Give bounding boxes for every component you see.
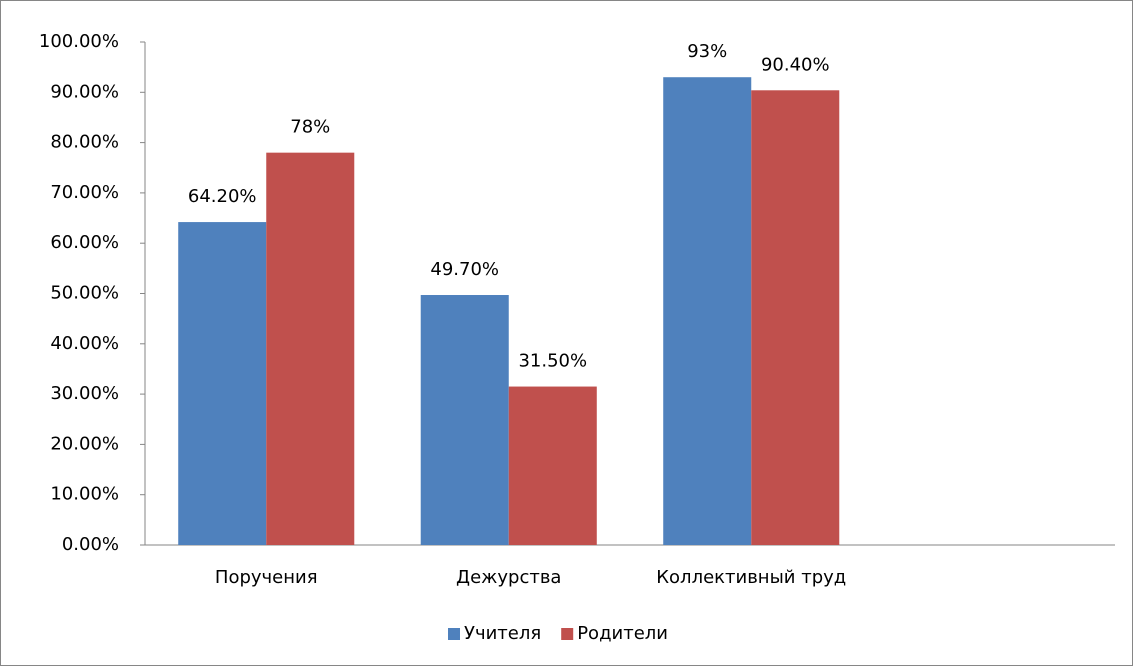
x-tick-label: Поручения (215, 567, 318, 588)
bar (751, 90, 840, 546)
y-tick-label: 30.00% (50, 383, 119, 404)
y-tick-label: 20.00% (50, 433, 119, 454)
y-tick-label: 80.00% (50, 132, 119, 153)
legend-swatch (561, 628, 574, 640)
legend-label: Учителя (464, 623, 541, 644)
bar (266, 152, 355, 545)
data-label: 64.20% (188, 186, 257, 207)
data-label: 90.40% (761, 54, 830, 75)
bar (508, 386, 597, 545)
x-tick-label: Дежурства (456, 567, 561, 588)
bar (420, 295, 509, 545)
y-tick-label: 60.00% (50, 232, 119, 253)
y-tick-label: 10.00% (50, 484, 119, 505)
y-tick-label: 90.00% (50, 81, 119, 102)
data-label: 31.50% (518, 351, 587, 372)
legend-label: Родители (577, 623, 668, 644)
bar (178, 222, 267, 545)
legend-swatch (448, 628, 460, 640)
x-tick-label: Коллективный труд (656, 567, 846, 588)
data-label: 49.70% (430, 259, 499, 280)
y-tick-label: 50.00% (50, 283, 119, 304)
data-label: 78% (290, 117, 330, 138)
y-tick-label: 40.00% (50, 333, 119, 354)
y-tick-label: 100.00% (39, 31, 119, 52)
y-tick-label: 70.00% (50, 182, 119, 203)
data-label: 93% (687, 41, 727, 62)
bar (663, 77, 752, 546)
y-tick-label: 0.00% (62, 534, 119, 555)
